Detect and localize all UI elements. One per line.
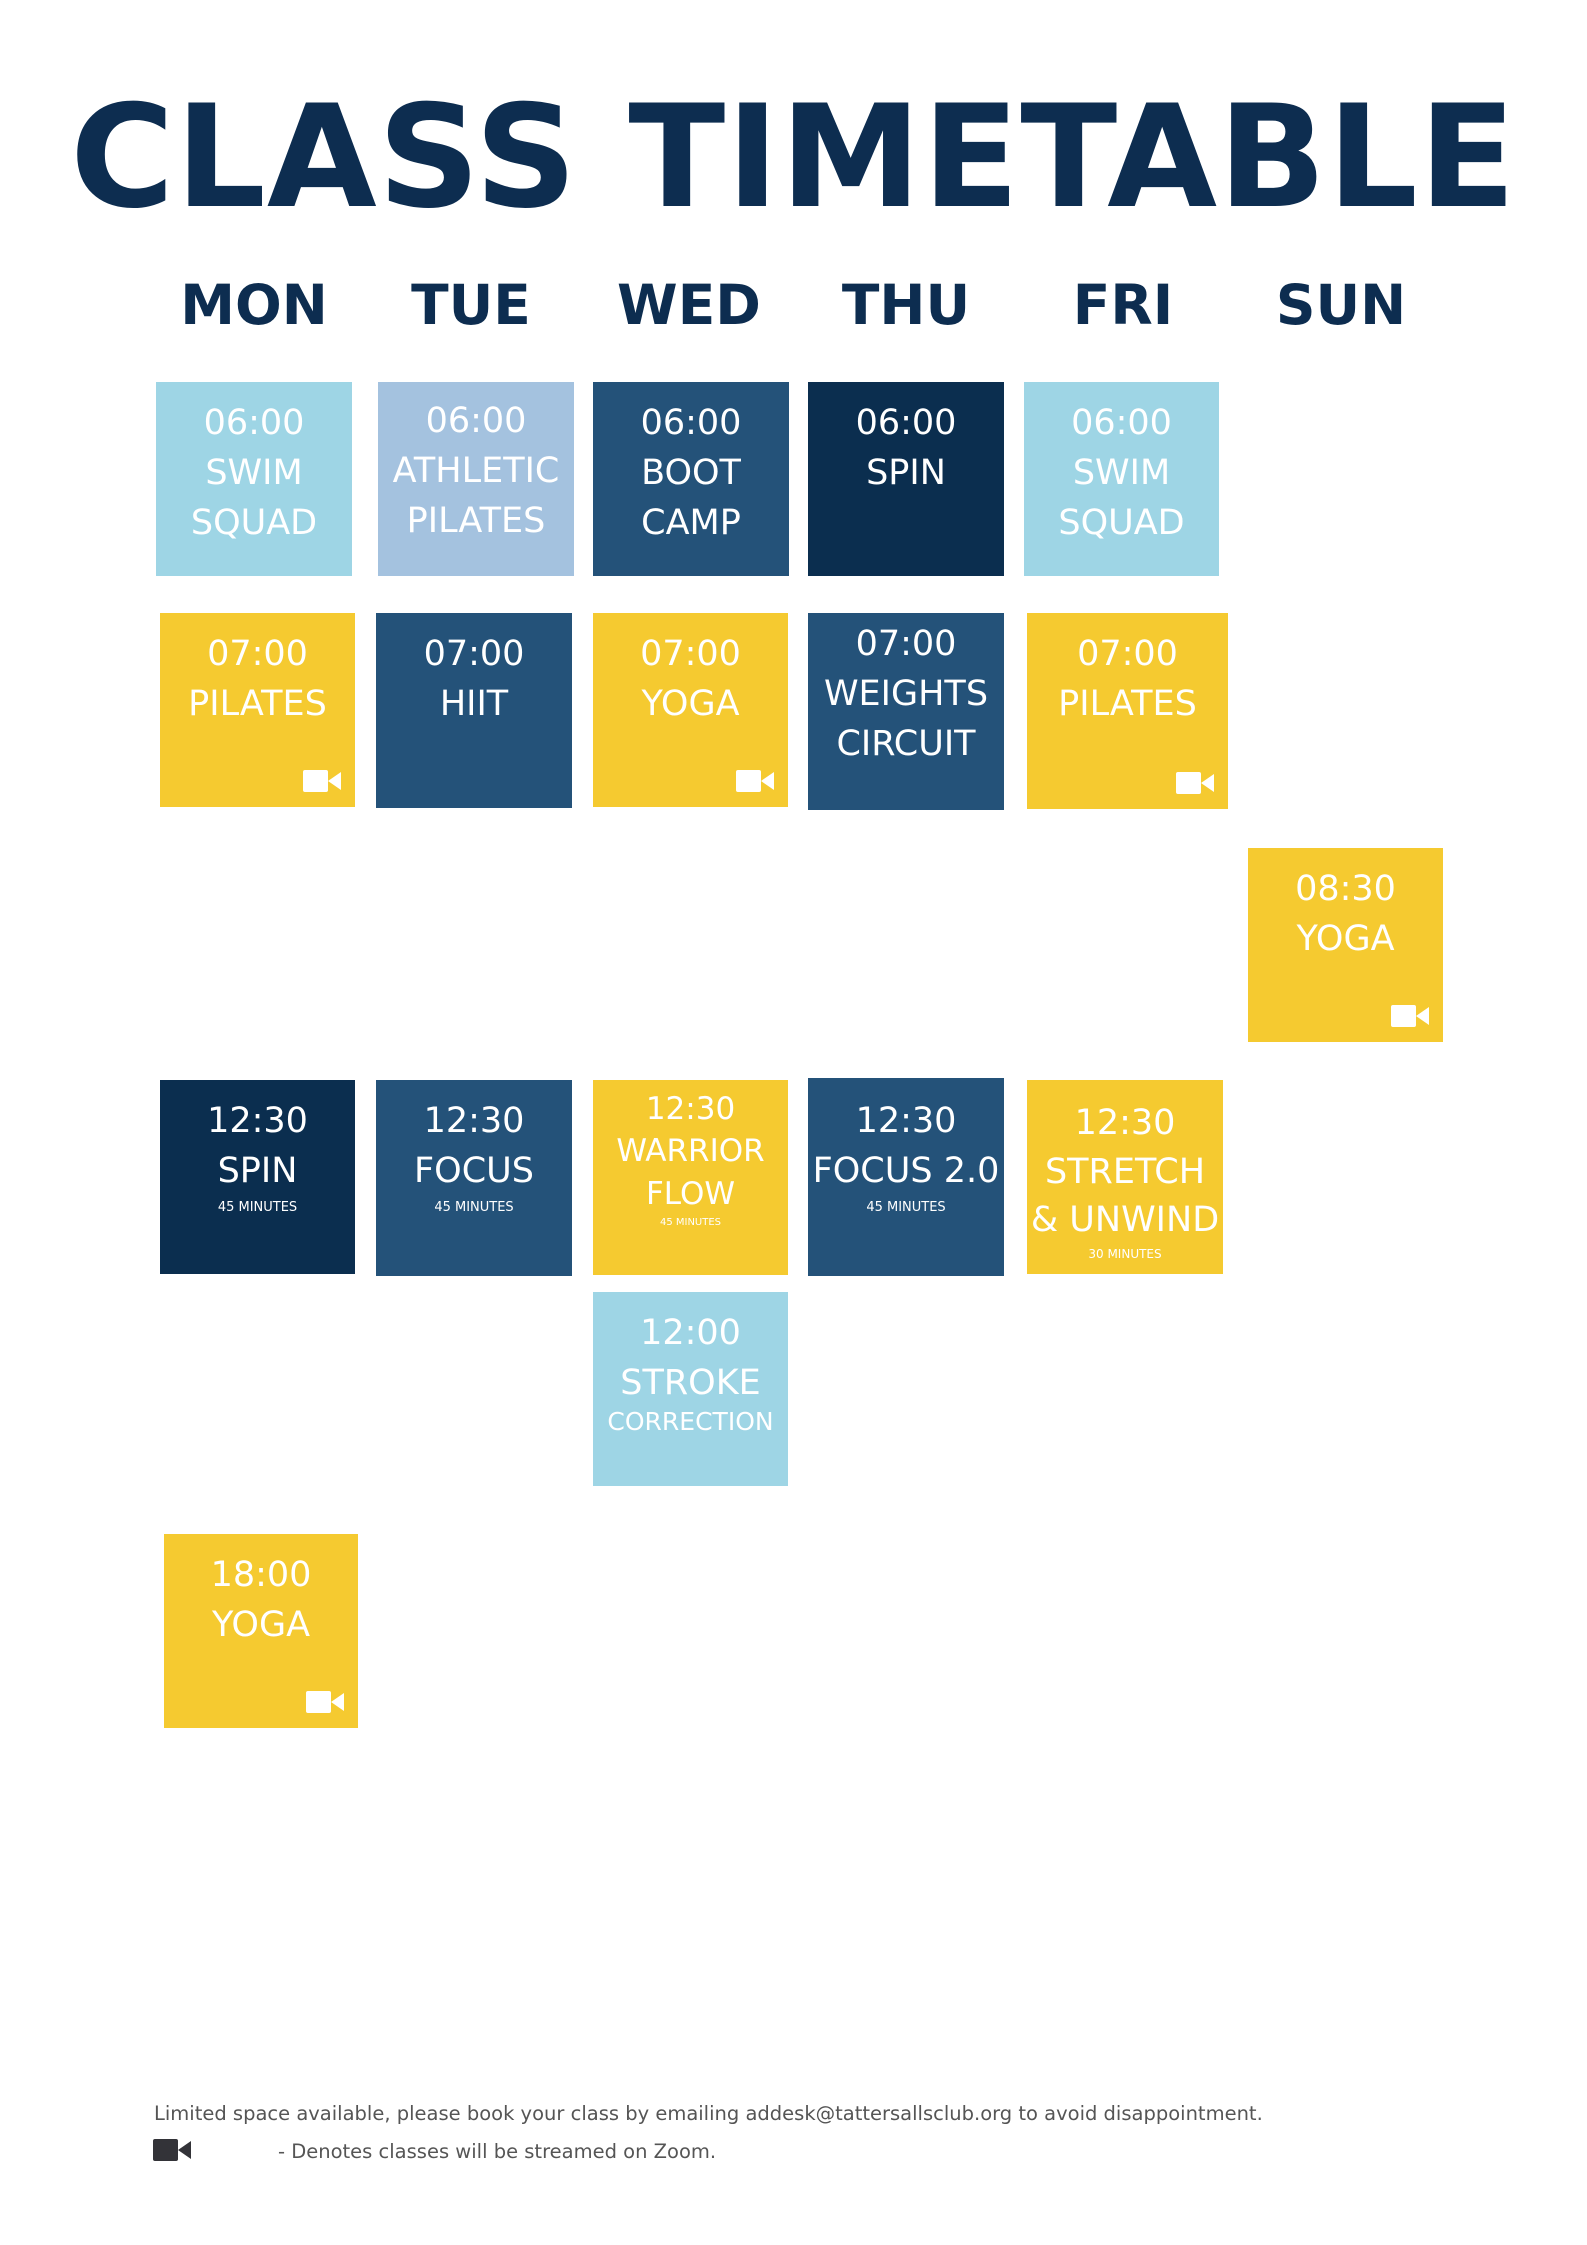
class-name: FOCUS — [414, 1151, 534, 1191]
class-block[interactable]: 06:00 SWIM SQUAD — [1024, 382, 1219, 576]
class-block[interactable]: 07:00 WEIGHTS CIRCUIT — [808, 613, 1004, 810]
class-block[interactable]: 12:30 FOCUS 45 MINUTES — [376, 1080, 572, 1276]
class-name: FOCUS 2.0 — [812, 1151, 1000, 1191]
class-time: 07:00 — [423, 634, 525, 674]
class-name: BOOT CAMP — [641, 453, 741, 543]
class-time: 07:00 — [207, 634, 308, 674]
day-header-wed: WED — [617, 273, 761, 337]
class-block[interactable]: 08:30 YOGA — [1248, 848, 1443, 1042]
class-time: 12:30 — [1074, 1103, 1176, 1143]
video-camera-icon — [303, 770, 341, 792]
class-subtitle: CORRECTION — [607, 1407, 774, 1436]
page-title: CLASS TIMETABLE — [70, 75, 1517, 240]
class-block[interactable]: 12:30 STRETCH & UNWIND 30 MINUTES — [1027, 1080, 1223, 1274]
class-time: 12:30 — [423, 1101, 525, 1141]
class-time: 18:00 — [210, 1555, 312, 1595]
class-duration: 45 MINUTES — [217, 1200, 298, 1215]
class-name: SPIN — [217, 1151, 298, 1191]
video-camera-icon — [1176, 772, 1214, 794]
class-name: SWIM SQUAD — [190, 453, 318, 543]
zoom-legend-text: - Denotes classes will be streamed on Zo… — [278, 2140, 717, 2163]
class-block[interactable]: 07:00 PILATES — [1027, 613, 1228, 809]
class-block[interactable]: 12:00 STROKE CORRECTION — [593, 1292, 788, 1486]
class-time: 12:30 — [645, 1091, 736, 1127]
day-header-tue: TUE — [411, 273, 531, 337]
class-block[interactable]: 06:00 BOOT CAMP — [593, 382, 789, 576]
class-block[interactable]: 06:00 SPIN — [808, 382, 1004, 576]
class-time: 12:30 — [207, 1101, 308, 1141]
class-duration: 45 MINUTES — [659, 1217, 722, 1228]
class-time: 06:00 — [425, 401, 527, 441]
class-block[interactable]: 06:00 ATHLETIC PILATES — [378, 382, 574, 576]
class-block[interactable]: 12:30 FOCUS 2.0 45 MINUTES — [808, 1078, 1004, 1276]
day-header-thu: THU — [841, 273, 971, 337]
day-header-mon: MON — [180, 273, 328, 337]
class-block[interactable]: 18:00 YOGA — [164, 1534, 358, 1728]
class-block[interactable]: 07:00 YOGA — [593, 613, 788, 807]
video-camera-icon — [736, 770, 774, 792]
class-time: 12:30 — [855, 1101, 957, 1141]
class-duration: 45 MINUTES — [434, 1200, 514, 1215]
class-block[interactable]: 12:30 SPIN 45 MINUTES — [160, 1080, 355, 1274]
day-header-sun: SUN — [1275, 273, 1407, 337]
class-block[interactable]: 06:00 SWIM SQUAD — [156, 382, 352, 576]
class-name: STRETCH & UNWIND — [1030, 1152, 1220, 1240]
class-name: STROKE — [620, 1363, 761, 1403]
class-block[interactable]: 12:30 WARRIOR FLOW 45 MINUTES — [593, 1080, 788, 1275]
class-time: 07:00 — [855, 624, 957, 664]
day-header-fri: FRI — [1072, 273, 1174, 337]
class-name: PILATES — [188, 684, 327, 724]
class-name: HIIT — [439, 684, 509, 724]
class-name: ATHLETIC PILATES — [392, 451, 560, 541]
class-name: YOGA — [211, 1605, 311, 1645]
class-name: WEIGHTS CIRCUIT — [823, 674, 989, 764]
class-name: SWIM SQUAD — [1058, 453, 1185, 543]
class-duration: 45 MINUTES — [866, 1200, 946, 1215]
class-name: PILATES — [1058, 684, 1197, 724]
class-time: 07:00 — [640, 634, 741, 674]
class-name: YOGA — [641, 684, 740, 724]
class-time: 12:00 — [640, 1313, 741, 1353]
class-block[interactable]: 07:00 PILATES — [160, 613, 355, 807]
class-time: 06:00 — [1071, 403, 1172, 443]
video-camera-icon — [306, 1691, 344, 1713]
class-name: WARRIOR FLOW — [616, 1133, 765, 1212]
video-camera-icon — [1391, 1005, 1429, 1027]
class-name: SPIN — [866, 453, 946, 493]
class-time: 07:00 — [1077, 634, 1178, 674]
class-time: 08:30 — [1295, 869, 1396, 909]
class-duration: 30 MINUTES — [1088, 1247, 1162, 1261]
booking-note: Limited space available, please book you… — [154, 2102, 1263, 2125]
video-camera-icon — [153, 2139, 191, 2161]
class-block[interactable]: 07:00 HIIT — [376, 613, 572, 808]
class-time: 06:00 — [203, 403, 305, 443]
class-time: 06:00 — [855, 403, 957, 443]
class-time: 06:00 — [640, 403, 742, 443]
class-name: YOGA — [1296, 919, 1395, 959]
